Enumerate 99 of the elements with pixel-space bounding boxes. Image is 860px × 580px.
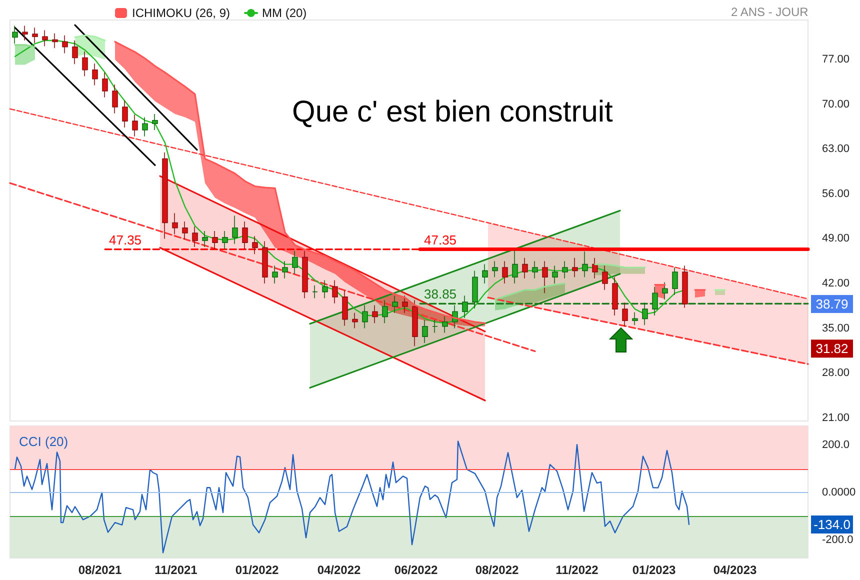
y-tick-label: 77.00 (822, 54, 850, 66)
candlestick (672, 267, 678, 296)
candlestick (542, 260, 548, 294)
candlestick (292, 250, 298, 274)
candlestick (322, 280, 328, 299)
candlestick (302, 250, 308, 299)
x-tick-label: 11/2022 (556, 563, 599, 577)
candlestick (612, 276, 618, 316)
candlestick (422, 320, 428, 344)
candlestick (402, 295, 408, 314)
y-tick-label: 70.00 (822, 98, 850, 110)
candlestick (512, 250, 518, 284)
y-tick-label: 0.0000 (822, 486, 856, 499)
x-tick-label: 11/2021 (154, 563, 198, 577)
candlestick (602, 265, 608, 290)
candlestick (212, 230, 218, 250)
annotation: 38.79 (816, 296, 848, 312)
candlestick (562, 260, 568, 279)
candlestick (532, 260, 538, 279)
y-tick-label: 63.00 (822, 143, 850, 156)
x-tick-label: 08/2022 (475, 563, 520, 577)
y-tick-label: 28.00 (822, 367, 850, 380)
y-tick-label: 200.0 (822, 439, 850, 452)
candlestick (352, 312, 358, 329)
x-tick-label: 04/2022 (317, 563, 362, 577)
candlestick (682, 265, 688, 308)
candlestick (442, 315, 448, 334)
candlestick (552, 265, 558, 284)
candlestick (432, 320, 438, 334)
annotation: 31.82 (816, 341, 848, 356)
candlestick (572, 258, 578, 278)
candlestick (412, 300, 418, 347)
candlestick (382, 300, 388, 324)
candlestick (12, 25, 18, 44)
candlestick (242, 221, 248, 250)
candlestick (652, 286, 658, 316)
candlestick (332, 280, 338, 304)
candlestick (282, 260, 288, 279)
candlestick (172, 212, 178, 235)
y-tick-label: 42.00 (822, 277, 850, 290)
candlestick (622, 302, 628, 327)
candlestick (192, 226, 198, 248)
x-tick-label: 08/2021 (78, 563, 122, 577)
candlestick (272, 265, 278, 284)
y-tick-label: 49.00 (822, 232, 850, 245)
candlestick (72, 40, 78, 65)
chart-subtitle: 2 ANS - JOUR (730, 5, 809, 19)
x-tick-label: 04/2023 (713, 563, 758, 577)
candlestick (52, 33, 58, 49)
candlestick (592, 258, 598, 279)
candlestick (22, 25, 28, 41)
legend-label: ICHIMOKU (26, 9) (132, 6, 230, 20)
candlestick (152, 114, 158, 130)
candlestick (632, 312, 638, 326)
x-tick-label: 06/2022 (394, 563, 438, 577)
candlestick (182, 221, 188, 240)
candlestick (92, 63, 98, 86)
y-tick-label: 21.00 (822, 412, 850, 424)
candlestick (222, 230, 228, 250)
candlestick (472, 270, 478, 309)
legend-label: MM (20) (262, 6, 307, 20)
x-tick-label: 01/2022 (235, 563, 280, 577)
candlestick (202, 230, 208, 248)
candlestick (162, 152, 168, 240)
candlestick (102, 72, 108, 98)
candlestick (142, 116, 148, 137)
candlestick (462, 295, 468, 318)
candlestick (122, 100, 128, 128)
candlestick (582, 251, 588, 278)
annotation: -134.0 (814, 516, 850, 532)
annotation: Que c' est bien construit (292, 96, 614, 128)
candlestick (502, 260, 508, 284)
candlestick (392, 295, 398, 314)
y-tick-label: 35.00 (822, 322, 850, 334)
candlestick (262, 240, 268, 284)
candlestick (62, 34, 68, 54)
candlestick (522, 258, 528, 279)
candlestick (482, 264, 488, 284)
candlestick (492, 260, 498, 278)
candlestick (362, 304, 368, 329)
annotation: 38.85 (424, 286, 457, 302)
candlestick (82, 50, 88, 77)
text: CCI (20) (19, 434, 68, 449)
candlestick (662, 282, 668, 300)
candlestick (42, 30, 48, 47)
y-tick-label: 56.00 (822, 188, 850, 200)
annotation: 47.35 (109, 232, 142, 248)
candlestick (312, 285, 318, 299)
candlestick (112, 84, 118, 114)
y-tick-label: -200.0 (822, 534, 854, 546)
candlestick (252, 236, 258, 254)
candlestick (232, 215, 238, 244)
candlestick (642, 302, 648, 326)
annotation: 47.35 (424, 232, 457, 248)
candlestick (342, 290, 348, 326)
candlestick (32, 27, 38, 44)
x-tick-label: 01/2023 (632, 563, 676, 577)
candlestick (132, 114, 138, 137)
candlestick (372, 304, 378, 324)
